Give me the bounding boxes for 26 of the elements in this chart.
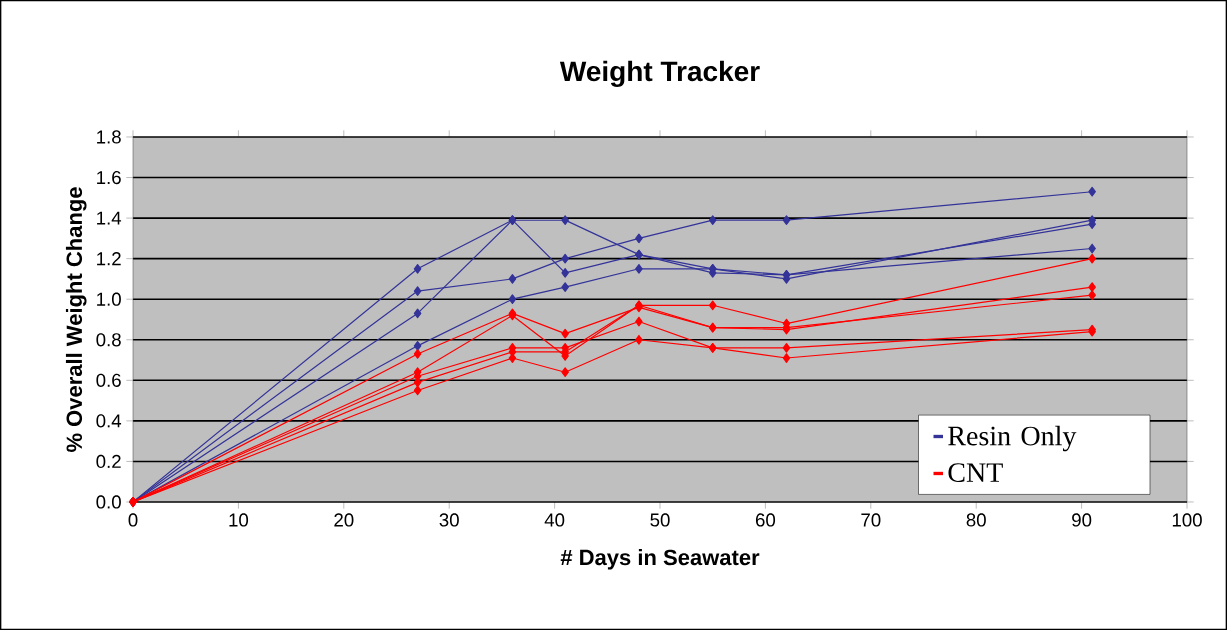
legend-label: Resin Only bbox=[948, 425, 1077, 452]
y-tick-label: 1.0 bbox=[97, 292, 121, 306]
y-tick-label: 0.2 bbox=[96, 454, 121, 469]
x-tick-label: 80 bbox=[966, 513, 986, 527]
y-tick-label: 0.4 bbox=[96, 414, 122, 428]
y-tick-label: 1.2 bbox=[97, 252, 121, 266]
x-tick-label: 50 bbox=[650, 513, 670, 527]
y-axis-title: % Overall Weight Change bbox=[65, 187, 87, 452]
x-tick-label: 40 bbox=[544, 513, 565, 527]
y-tick-label: 1.4 bbox=[97, 211, 122, 225]
y-tick-label: 1.8 bbox=[97, 130, 121, 144]
y-tick-label: 0.8 bbox=[96, 333, 121, 347]
x-tick-label: 0 bbox=[128, 513, 138, 527]
x-tick-label: 30 bbox=[439, 513, 459, 527]
chart-title: Weight Tracker bbox=[559, 60, 760, 87]
x-tick-label: 10 bbox=[229, 513, 249, 527]
x-tick-label: 60 bbox=[755, 513, 776, 527]
x-tick-label: 20 bbox=[334, 513, 354, 527]
legend-label: CNT bbox=[948, 463, 1003, 483]
x-axis-title: # Days in Seawater bbox=[560, 549, 760, 570]
y-tick-label: 0.0 bbox=[96, 495, 121, 509]
y-tick-label: 1.6 bbox=[97, 170, 121, 185]
x-tick-label: 90 bbox=[1072, 513, 1092, 527]
x-tick-label: 100 bbox=[1172, 513, 1202, 527]
x-tick-label: 70 bbox=[861, 513, 881, 527]
y-tick-label: 0.6 bbox=[96, 373, 121, 387]
